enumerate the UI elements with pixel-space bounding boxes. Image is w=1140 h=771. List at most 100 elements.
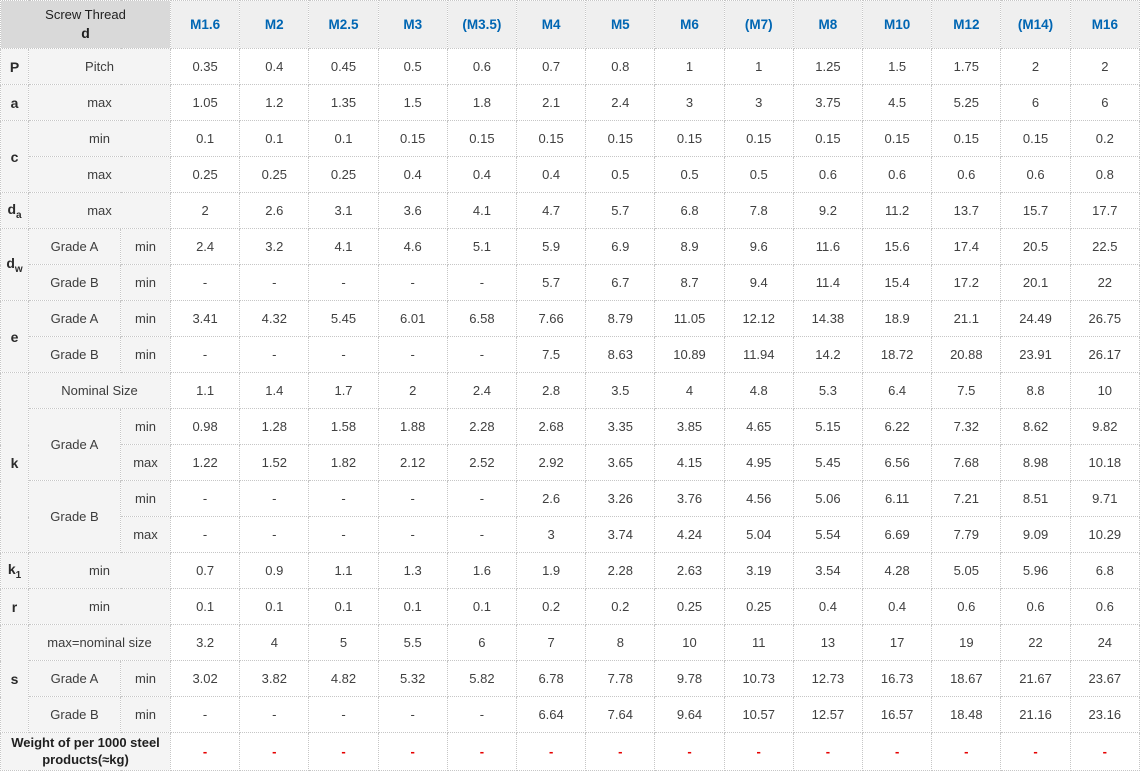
cell-value: 21.16	[1000, 696, 1071, 733]
cell-value: 0.15	[792, 120, 864, 157]
cell-value: -	[446, 732, 518, 771]
cell-value: 2.1	[516, 84, 587, 121]
cell-value: 20.5	[1000, 228, 1071, 265]
cell-value: 0.45	[308, 48, 379, 85]
cell-value: 5.32	[377, 660, 448, 697]
cell-value: 3.82	[239, 660, 310, 697]
row-symbol: k1	[0, 552, 29, 589]
cell-value: -	[446, 264, 518, 301]
cell-value: -	[308, 480, 379, 517]
cell-value: 7.78	[585, 660, 656, 697]
cell-value: 9.6	[723, 228, 794, 265]
cell-value: 0.4	[377, 156, 448, 193]
cell-value: -	[446, 516, 518, 553]
cell-value: 7	[516, 624, 587, 661]
cell-value: 5.05	[931, 552, 1002, 589]
cell-value: -	[446, 480, 518, 517]
cell-value: 0.5	[585, 156, 656, 193]
cell-value: 5.15	[792, 408, 864, 445]
cell-value: 9.09	[1000, 516, 1071, 553]
cell-value: 0.6	[446, 48, 518, 85]
cell-value: 22.5	[1069, 228, 1140, 265]
cell-value: 8.98	[1000, 444, 1071, 481]
cell-value: 26.75	[1069, 300, 1140, 337]
cell-value: -	[169, 732, 241, 771]
cell-value: 1.8	[446, 84, 518, 121]
cell-value: -	[377, 336, 448, 373]
cell-value: 3	[654, 84, 725, 121]
cell-value: 0.6	[792, 156, 864, 193]
cell-value: 17.2	[931, 264, 1002, 301]
cell-value: 4.24	[654, 516, 725, 553]
cell-value: 1.28	[239, 408, 310, 445]
cell-value: 5.3	[792, 372, 864, 409]
col-header-M5: M5	[585, 0, 656, 49]
weight-row-label: Weight of per 1000 steel products(≈kg)	[0, 732, 171, 771]
cell-value: 4	[239, 624, 310, 661]
cell-value: 3.02	[169, 660, 241, 697]
cell-value: 19	[931, 624, 1002, 661]
cell-value: 5.04	[723, 516, 794, 553]
cell-value: 24.49	[1000, 300, 1071, 337]
cell-value: 1	[723, 48, 794, 85]
cell-value: 1.3	[377, 552, 448, 589]
cell-value: 5.06	[792, 480, 864, 517]
row-label: max	[120, 444, 171, 481]
cell-value: 3.74	[585, 516, 656, 553]
cell-value: 1.25	[792, 48, 864, 85]
cell-value: 0.15	[377, 120, 448, 157]
cell-value: 26.17	[1069, 336, 1140, 373]
cell-value: 0.1	[377, 588, 448, 625]
cell-value: 8.7	[654, 264, 725, 301]
cell-value: 7.66	[516, 300, 587, 337]
cell-value: 10	[1069, 372, 1140, 409]
cell-value: 1.2	[239, 84, 310, 121]
row-symbol: c	[0, 120, 29, 193]
cell-value: 0.15	[1000, 120, 1071, 157]
cell-value: 0.25	[169, 156, 241, 193]
cell-value: 6	[1069, 84, 1140, 121]
cell-value: 0.6	[931, 588, 1002, 625]
cell-value: 2.28	[585, 552, 656, 589]
cell-value: 0.6	[1000, 156, 1071, 193]
cell-value: 1.1	[308, 552, 379, 589]
cell-value: 23.91	[1000, 336, 1071, 373]
cell-value: -	[308, 732, 379, 771]
row-label: Grade B	[28, 264, 121, 301]
cell-value: 14.38	[792, 300, 864, 337]
cell-value: 0.1	[308, 588, 379, 625]
cell-value: 20.1	[1000, 264, 1071, 301]
cell-value: 3.76	[654, 480, 725, 517]
col-header-M16: M16	[1069, 0, 1140, 49]
cell-value: 2	[169, 192, 241, 229]
cell-value: 4.1	[446, 192, 518, 229]
row-label: max	[28, 84, 171, 121]
cell-value: 22	[1000, 624, 1071, 661]
cell-value: 2	[377, 372, 448, 409]
cell-value: 10	[654, 624, 725, 661]
row-label: min	[120, 264, 171, 301]
cell-value: 12.12	[723, 300, 794, 337]
cell-value: 0.1	[239, 120, 310, 157]
cell-value: 9.82	[1069, 408, 1140, 445]
cell-value: 0.35	[169, 48, 241, 85]
cell-value: 18.67	[931, 660, 1002, 697]
cell-value: -	[308, 696, 379, 733]
col-header-M2: M2	[239, 0, 310, 49]
col-header-M1.6: M1.6	[169, 0, 241, 49]
cell-value: 2.8	[516, 372, 587, 409]
cell-value: 5.82	[446, 660, 518, 697]
cell-value: 0.4	[516, 156, 587, 193]
row-label: min	[120, 336, 171, 373]
cell-value: 5.1	[446, 228, 518, 265]
row-label: Grade A	[28, 228, 121, 265]
cell-value: 15.4	[862, 264, 933, 301]
row-label: Grade A	[28, 660, 121, 697]
cell-value: 0.15	[931, 120, 1002, 157]
cell-value: 1.4	[239, 372, 310, 409]
cell-value: 11.94	[723, 336, 794, 373]
cell-value: 6.56	[862, 444, 933, 481]
row-label: Grade B	[28, 480, 121, 553]
cell-value: 0.4	[239, 48, 310, 85]
cell-value: 5.25	[931, 84, 1002, 121]
